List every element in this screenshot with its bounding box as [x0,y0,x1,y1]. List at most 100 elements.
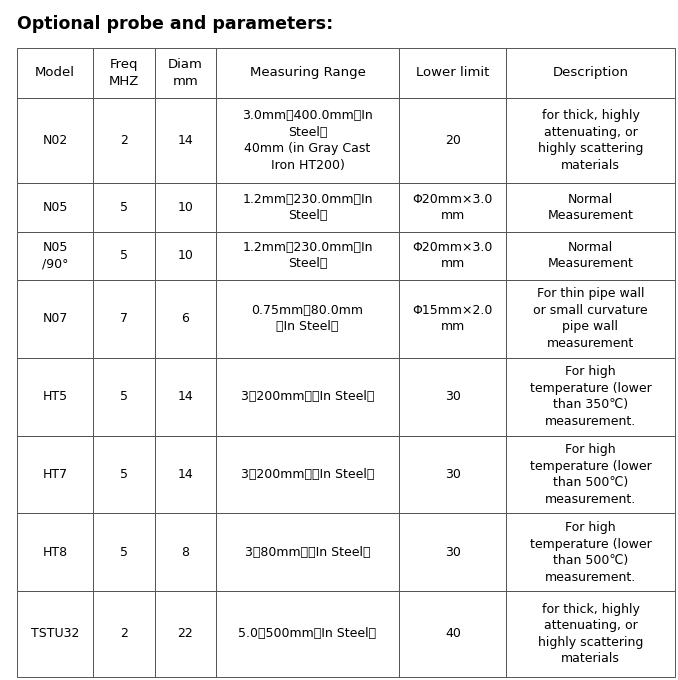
Bar [155,279,216,358]
Bar [94,232,155,279]
Bar [399,592,506,677]
Text: N02: N02 [43,134,68,147]
Text: 14: 14 [178,134,193,147]
Bar [399,435,506,513]
Bar [17,184,94,232]
Bar [399,98,506,184]
Text: Freq
MHZ: Freq MHZ [109,58,139,88]
Text: For high
temperature (lower
than 500℃)
measurement.: For high temperature (lower than 500℃) m… [530,521,652,583]
Bar [216,279,399,358]
Text: 8: 8 [181,546,189,559]
Text: 30: 30 [445,390,461,403]
Text: 6: 6 [181,312,189,325]
Text: 22: 22 [178,628,193,641]
Bar [399,513,506,592]
Bar [17,48,94,98]
Text: Φ20mm×3.0
mm: Φ20mm×3.0 mm [413,241,493,271]
Text: 40: 40 [445,628,461,641]
Text: Φ15mm×2.0
mm: Φ15mm×2.0 mm [413,304,493,333]
Text: 14: 14 [178,390,193,403]
Text: 3〜200mm　（In Steel）: 3〜200mm （In Steel） [241,390,374,403]
Text: Optional probe and parameters:: Optional probe and parameters: [17,15,333,33]
Text: HT8: HT8 [43,546,68,559]
Text: 5: 5 [120,201,128,214]
Bar [155,184,216,232]
Bar [399,48,506,98]
Text: Model: Model [35,67,75,80]
Text: 3〜200mm　（In Steel）: 3〜200mm （In Steel） [241,468,374,481]
Text: 30: 30 [445,546,461,559]
Bar [155,358,216,435]
Text: Diam
mm: Diam mm [167,58,203,88]
Bar [399,232,506,279]
Text: 7: 7 [120,312,128,325]
Bar [506,513,675,592]
Text: N07: N07 [43,312,68,325]
Bar [17,435,94,513]
Bar [94,98,155,184]
Bar [216,358,399,435]
Text: Measuring Range: Measuring Range [250,67,365,80]
Bar [506,184,675,232]
Text: Description: Description [553,67,629,80]
Text: For high
temperature (lower
than 500℃)
measurement.: For high temperature (lower than 500℃) m… [530,443,652,506]
Text: HT7: HT7 [43,468,68,481]
Bar [216,513,399,592]
Text: 5: 5 [120,249,128,262]
Bar [17,513,94,592]
Text: 10: 10 [177,249,193,262]
Text: 20: 20 [445,134,461,147]
Bar [506,435,675,513]
Text: Lower limit: Lower limit [416,67,490,80]
Text: N05: N05 [43,201,68,214]
Bar [94,279,155,358]
Bar [94,184,155,232]
Text: TSTU32: TSTU32 [31,628,79,641]
Text: HT5: HT5 [43,390,68,403]
Bar [506,232,675,279]
Bar [155,513,216,592]
Text: 14: 14 [178,468,193,481]
Bar [155,48,216,98]
Bar [94,592,155,677]
Text: 5: 5 [120,468,128,481]
Bar [155,232,216,279]
Bar [94,358,155,435]
Bar [399,279,506,358]
Bar [155,98,216,184]
Bar [216,592,399,677]
Bar [216,184,399,232]
Text: For thin pipe wall
or small curvature
pipe wall
measurement: For thin pipe wall or small curvature pi… [533,288,647,350]
Text: N05
/90°: N05 /90° [42,241,68,271]
Text: Φ20mm×3.0
mm: Φ20mm×3.0 mm [413,192,493,222]
Text: 1.2mm〜230.0mm（In
Steel）: 1.2mm〜230.0mm（In Steel） [242,241,373,271]
Bar [216,98,399,184]
Text: for thick, highly
attenuating, or
highly scattering
materials: for thick, highly attenuating, or highly… [538,602,643,665]
Bar [155,592,216,677]
Bar [17,592,94,677]
Text: Normal
Measurement: Normal Measurement [548,241,633,271]
Bar [399,184,506,232]
Text: 5: 5 [120,390,128,403]
Bar [17,98,94,184]
Bar [17,232,94,279]
Bar [155,435,216,513]
Text: 2: 2 [120,134,128,147]
Text: for thick, highly
attenuating, or
highly scattering
materials: for thick, highly attenuating, or highly… [538,109,643,172]
Bar [506,592,675,677]
Bar [506,279,675,358]
Text: 2: 2 [120,628,128,641]
Bar [94,513,155,592]
Text: For high
temperature (lower
than 350℃)
measurement.: For high temperature (lower than 350℃) m… [530,365,652,428]
Text: 5.0〜500mm（In Steel）: 5.0〜500mm（In Steel） [239,628,376,641]
Text: 0.75mm〜80.0mm
（In Steel）: 0.75mm〜80.0mm （In Steel） [252,304,363,333]
Text: 1.2mm〜230.0mm（In
Steel）: 1.2mm〜230.0mm（In Steel） [242,192,373,222]
Bar [216,232,399,279]
Bar [216,48,399,98]
Text: 5: 5 [120,546,128,559]
Text: 10: 10 [177,201,193,214]
Bar [216,435,399,513]
Bar [94,435,155,513]
Text: 30: 30 [445,468,461,481]
Bar [506,98,675,184]
